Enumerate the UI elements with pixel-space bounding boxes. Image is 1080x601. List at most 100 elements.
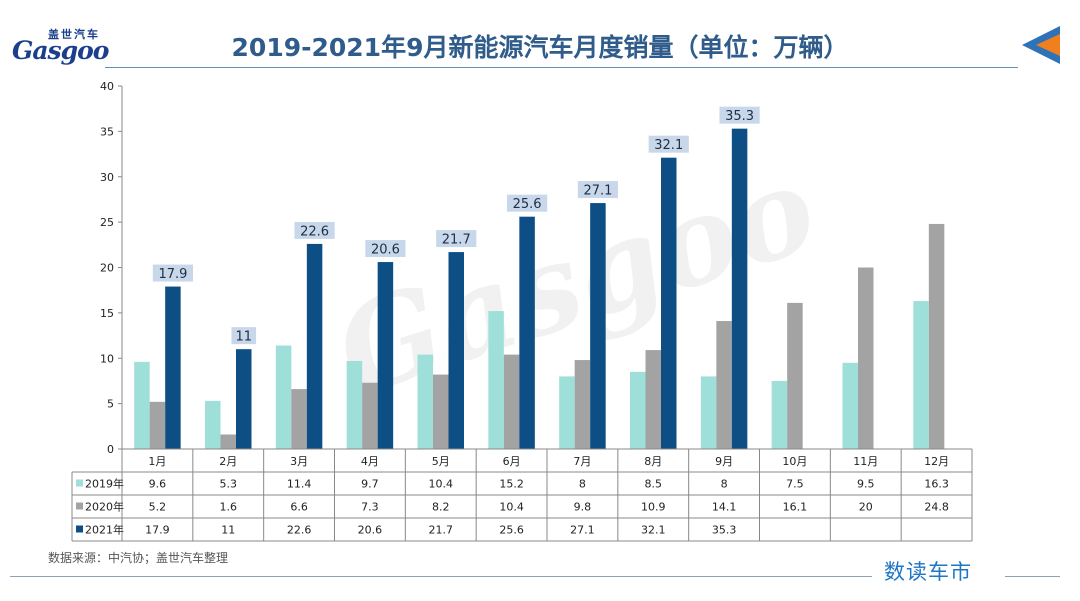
bar-2019年-1月 [134, 361, 150, 449]
table-cell: 9.7 [361, 478, 379, 491]
bar-2019年-4月 [346, 360, 363, 449]
x-tick-label: 8月 [644, 455, 662, 468]
bar-2020年-11月 [858, 267, 874, 449]
bar-2019年-10月 [771, 380, 788, 449]
y-tick-label: 30 [100, 171, 114, 184]
y-tick-label: 20 [100, 262, 114, 275]
legend-swatch [76, 502, 83, 510]
bar-2020年-7月 [574, 360, 591, 449]
bar-2021年-2月 [236, 349, 252, 449]
table-cell: 5.2 [149, 501, 167, 514]
table-cell: 24.8 [924, 501, 949, 514]
table-cell: 17.9 [145, 524, 170, 537]
data-label-box [365, 240, 406, 258]
page-title: 2019-2021年9月新能源汽车月度销量（单位：万辆） [231, 33, 849, 62]
y-tick-label: 0 [107, 443, 114, 456]
table-cell: 14.1 [712, 501, 737, 514]
bar-2021年-5月 [448, 252, 464, 449]
data-label: 21.7 [442, 233, 471, 248]
y-tick-label: 40 [100, 80, 114, 93]
data-label-box [231, 327, 257, 345]
y-tick-label: 10 [100, 352, 114, 365]
table-cell: 35.3 [712, 524, 737, 537]
data-label: 25.6 [513, 197, 542, 212]
y-tick-label: 15 [100, 307, 114, 320]
table-cell: 22.6 [287, 524, 312, 537]
footer-brand: 数读车市 [884, 560, 972, 584]
data-label-box [294, 221, 335, 239]
data-label: 11 [235, 330, 252, 345]
bar-2021年-7月 [590, 203, 606, 449]
data-label-box [436, 230, 477, 248]
bar-2020年-1月 [149, 401, 166, 449]
bar-2021年-1月 [165, 286, 181, 449]
x-tick-label: 6月 [503, 455, 521, 468]
bar-2019年-8月 [630, 371, 646, 449]
table-cell: 9.8 [574, 501, 592, 514]
x-tick-label: 12月 [924, 455, 949, 468]
data-label: 17.9 [158, 267, 187, 282]
corner-arrow-icon [1022, 26, 1060, 64]
table-cell: 20 [859, 501, 873, 514]
title-divider [105, 67, 1018, 68]
bar-2019年-3月 [275, 345, 292, 449]
table-cell: 32.1 [641, 524, 666, 537]
bar-2020年-5月 [433, 374, 449, 449]
footer-divider-right [1005, 576, 1060, 577]
bar-2021年-4月 [377, 262, 394, 449]
data-source-note: 数据来源：中汽协；盖世汽车整理 [48, 551, 229, 565]
data-label-box [648, 135, 689, 153]
x-tick-label: 9月 [715, 455, 733, 468]
table-cell: 8.2 [432, 501, 450, 514]
x-tick-label: 10月 [782, 455, 807, 468]
x-tick-label: 7月 [573, 455, 591, 468]
data-label-box [577, 181, 619, 199]
table-cell: 5.3 [220, 478, 238, 491]
bar-2019年-9月 [700, 376, 717, 449]
legend-label: 2019年 [85, 477, 124, 491]
logo-english-text: Gasgoo [12, 36, 109, 65]
data-label: 20.6 [371, 243, 400, 258]
legend-label: 2021年 [85, 523, 124, 537]
table-cell: 20.6 [358, 524, 383, 537]
bar-2021年-9月 [731, 128, 748, 449]
table-cell: 8 [721, 478, 728, 491]
bar-2021年-3月 [306, 243, 323, 449]
table-cell: 10.9 [641, 501, 666, 514]
table-cell: 7.3 [361, 501, 379, 514]
gasgoo-logo: 盖世汽车 Gasgoo [10, 26, 110, 70]
table-cell: 25.6 [499, 524, 524, 537]
data-label-box [719, 106, 760, 124]
bar-2020年-3月 [291, 389, 307, 449]
table-cell: 6.6 [290, 501, 308, 514]
logo-chinese-text: 盖世汽车 [48, 28, 100, 41]
y-tick-label: 35 [100, 125, 114, 138]
bar-2020年-2月 [220, 434, 236, 449]
legend-label: 2020年 [85, 500, 124, 514]
table-cell: 7.5 [786, 478, 804, 491]
table-cell: 15.2 [499, 478, 524, 491]
table-cell: 11 [221, 524, 235, 537]
table-cell: 16.3 [924, 478, 949, 491]
data-label: 22.6 [300, 224, 329, 239]
x-tick-label: 4月 [361, 455, 379, 468]
bar-2021年-6月 [519, 216, 535, 449]
x-tick-label: 11月 [853, 455, 878, 468]
data-label: 27.1 [583, 184, 612, 199]
bar-2019年-7月 [559, 376, 575, 449]
table-cell: 10.4 [499, 501, 524, 514]
bar-2020年-8月 [645, 350, 661, 449]
table-cell: 1.6 [220, 501, 238, 514]
legend-swatch [76, 479, 83, 487]
footer-divider-left [10, 576, 872, 577]
bar-2019年-11月 [842, 362, 858, 449]
bar-2020年-10月 [787, 302, 803, 449]
x-tick-label: 2月 [219, 455, 237, 468]
bar-2019年-12月 [913, 301, 929, 449]
bar-2020年-12月 [928, 223, 945, 449]
y-tick-label: 5 [107, 398, 114, 411]
data-label: 32.1 [654, 138, 683, 153]
table-cell: 16.1 [783, 501, 808, 514]
y-tick-label: 25 [100, 216, 114, 229]
